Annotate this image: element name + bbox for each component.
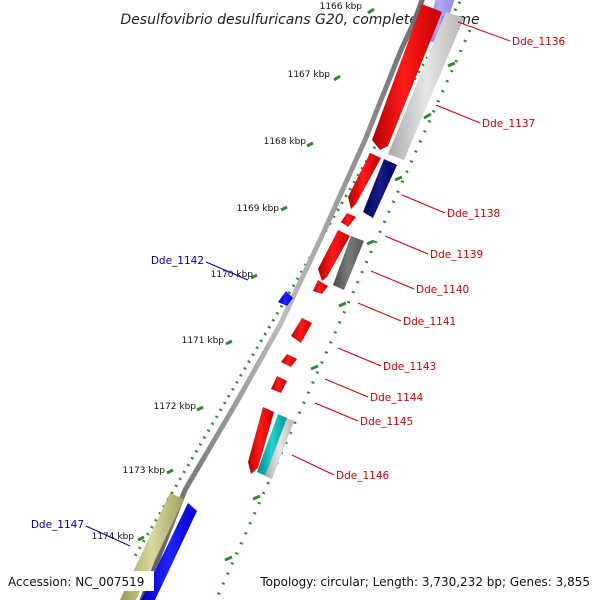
tick-mark bbox=[250, 273, 258, 280]
tick-mark bbox=[137, 535, 145, 542]
leader-dde-1145 bbox=[314, 402, 359, 422]
genome-summary-text: Topology: circular; Length: 3,730,232 bp… bbox=[259, 575, 590, 589]
tick-label: 1167 kbp bbox=[288, 70, 331, 80]
inner-tick-marks bbox=[224, 61, 456, 562]
leader-dde-1144 bbox=[324, 378, 369, 398]
gene-label-dde-1137[interactable]: Dde_1137 bbox=[482, 118, 535, 130]
leader-dde-1137 bbox=[435, 104, 481, 124]
map-title: Desulfovibrio desulfuricans G20, complet… bbox=[120, 12, 479, 28]
gene-feature-dde-1138[interactable] bbox=[348, 153, 381, 209]
gene-labels: Dde_1136 Dde_1137 Dde_1138 Dde_1139 Dde_… bbox=[31, 36, 566, 531]
tick-mark bbox=[280, 205, 288, 212]
tick-label: 1171 kbp bbox=[182, 336, 225, 346]
gene-features bbox=[248, 0, 464, 479]
inner-tick-mark bbox=[394, 175, 403, 182]
gene-feature-dde-1146-c[interactable] bbox=[265, 418, 294, 479]
gene-feature-dde-1138-b[interactable] bbox=[363, 159, 397, 218]
inner-tick-mark bbox=[366, 239, 375, 246]
tick-mark bbox=[333, 74, 341, 82]
tick-labels: 1166 kbp 1167 kbp 1168 kbp 1169 kbp 1170… bbox=[92, 2, 363, 542]
gene-label-dde-1139[interactable]: Dde_1139 bbox=[430, 249, 483, 261]
gene-feature-dde-1147-b[interactable] bbox=[141, 503, 197, 600]
tick-label: 1169 kbp bbox=[237, 204, 280, 214]
tick-mark bbox=[166, 468, 174, 475]
tick-mark bbox=[367, 7, 375, 15]
gene-feature-dde-1145[interactable] bbox=[271, 376, 287, 393]
leader-dde-1146 bbox=[291, 454, 335, 476]
tick-label: 1173 kbp bbox=[123, 466, 166, 476]
gene-feature-dde-1140[interactable] bbox=[318, 230, 350, 281]
gene-label-dde-1145[interactable]: Dde_1145 bbox=[360, 416, 413, 428]
gene-feature-dde-1144[interactable] bbox=[281, 354, 297, 367]
inner-tick-mark bbox=[252, 494, 261, 501]
gene-label-dde-1142[interactable]: Dde_1142 bbox=[151, 255, 204, 267]
gene-feature-dde-1142[interactable] bbox=[278, 291, 293, 306]
genome-backbone bbox=[139, 0, 425, 600]
gene-label-dde-1147[interactable]: Dde_1147 bbox=[31, 519, 84, 531]
footer-summary-bg bbox=[256, 571, 596, 591]
leader-dde-1141 bbox=[357, 302, 402, 322]
leader-dde-1136 bbox=[457, 21, 511, 42]
tick-label: 1174 kbp bbox=[92, 532, 135, 542]
gene-feature-dde-1143[interactable] bbox=[291, 318, 312, 343]
gene-feature-dde-1146[interactable] bbox=[248, 407, 274, 474]
tick-label: 1172 kbp bbox=[154, 402, 197, 412]
leader-dde-1142 bbox=[205, 261, 249, 281]
leader-dde-1139 bbox=[384, 235, 429, 255]
leader-dde-1140 bbox=[370, 270, 415, 290]
inner-tick-mark bbox=[224, 555, 233, 562]
gene-label-dde-1136[interactable]: Dde_1136 bbox=[512, 36, 566, 48]
leader-dde-1147 bbox=[85, 525, 131, 547]
leader-dde-1138 bbox=[401, 194, 446, 214]
tick-mark bbox=[196, 405, 204, 412]
gene-feature-silver-1[interactable] bbox=[388, 12, 464, 160]
gene-feature-dde-1139[interactable] bbox=[341, 213, 356, 227]
footer-accession-bg bbox=[4, 571, 154, 591]
gene-feature-dde-1146-b[interactable] bbox=[257, 414, 287, 476]
gene-label-dde-1141[interactable]: Dde_1141 bbox=[403, 316, 456, 328]
inner-tick-ring bbox=[214, 29, 472, 600]
gene-label-dde-1143[interactable]: Dde_1143 bbox=[383, 361, 436, 373]
tick-marks bbox=[137, 7, 375, 542]
inner-tick-mark bbox=[310, 364, 319, 371]
accession-text: Accession: NC_007519 bbox=[8, 575, 144, 589]
gene-label-dde-1138[interactable]: Dde_1138 bbox=[447, 208, 500, 220]
gene-label-dde-1144[interactable]: Dde_1144 bbox=[370, 392, 424, 404]
gene-feature-dde-1137[interactable] bbox=[372, 4, 442, 150]
tick-label: 1168 kbp bbox=[264, 137, 307, 147]
gene-label-dde-1140[interactable]: Dde_1140 bbox=[416, 284, 469, 296]
gene-label-dde-1146[interactable]: Dde_1146 bbox=[336, 470, 390, 482]
inner-tick-mark bbox=[338, 301, 347, 308]
tick-mark bbox=[225, 339, 233, 346]
inner-tick-mark bbox=[423, 112, 432, 120]
inner-tick-mark bbox=[447, 61, 456, 68]
tick-mark bbox=[306, 141, 314, 148]
leader-dde-1143 bbox=[337, 347, 382, 367]
tick-label: 1166 kbp bbox=[320, 2, 363, 12]
gene-feature-dde-1140-b[interactable] bbox=[333, 236, 364, 290]
gene-feature-dde-1141[interactable] bbox=[313, 280, 328, 294]
label-leaders bbox=[85, 21, 511, 547]
tick-label: 1170 kbp bbox=[211, 270, 254, 280]
